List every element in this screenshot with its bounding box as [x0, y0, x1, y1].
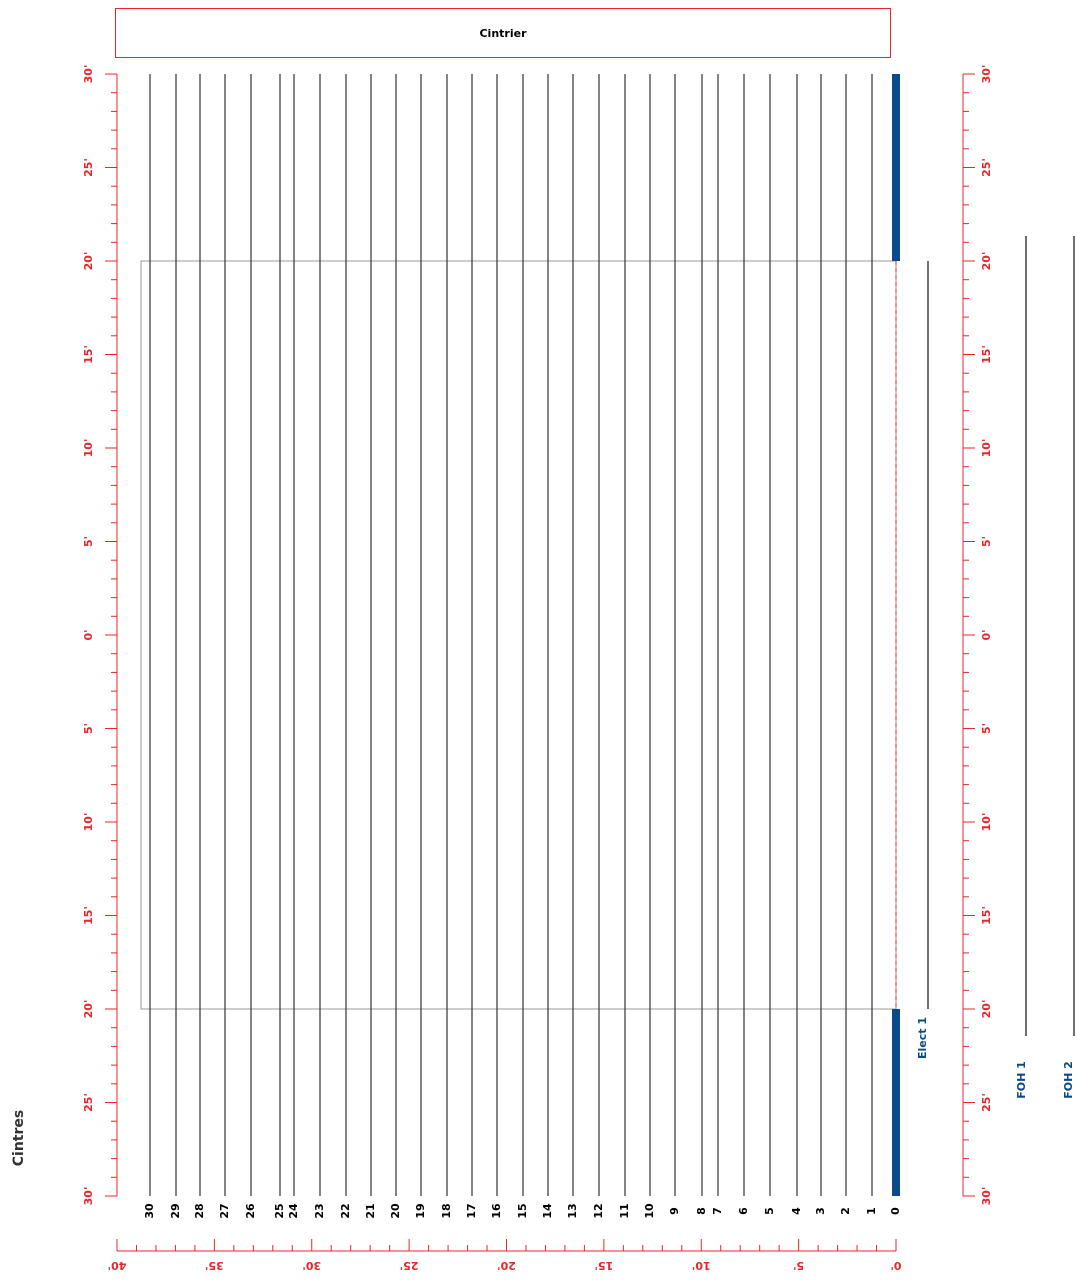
right-ruler-label: 15'	[980, 906, 993, 925]
lineset-label: 22	[339, 1203, 352, 1218]
stage-outline	[140, 260, 897, 1010]
left-ruler-label: 20'	[82, 1000, 95, 1019]
bottom-ruler-label: 25'	[400, 1259, 419, 1272]
lineset-label: 15	[516, 1203, 529, 1218]
left-ruler-label: 20'	[82, 252, 95, 271]
bottom-ruler-label: 15'	[595, 1259, 614, 1272]
lineset-label: 20	[389, 1203, 402, 1219]
bottom-ruler-label: 5'	[793, 1259, 804, 1272]
lineset-label: 13	[566, 1203, 579, 1218]
proscenium-wall	[892, 74, 900, 261]
lineset-label: 0	[889, 1207, 902, 1215]
lineset-label: 14	[541, 1203, 554, 1219]
lineset-label: 7	[711, 1207, 724, 1215]
right-ruler-label: 30'	[980, 65, 993, 84]
right-ruler-label: 10'	[980, 813, 993, 832]
bottom-ruler-label: 35'	[205, 1259, 224, 1272]
lineset-label: 19	[414, 1203, 427, 1218]
lineset-label: 24	[287, 1203, 300, 1219]
right-ruler-label: 25'	[980, 1093, 993, 1112]
lineset-label: 23	[313, 1203, 326, 1218]
lineset-label: 11	[618, 1203, 631, 1218]
lineset-label: 18	[440, 1203, 453, 1218]
right-ruler-label: 10'	[980, 439, 993, 458]
lineset-label: 27	[218, 1203, 231, 1218]
lineset-label: 17	[465, 1203, 478, 1218]
lineset-label: 9	[668, 1207, 681, 1215]
lineset-label: 8	[695, 1207, 708, 1215]
lineset-label: 5	[763, 1207, 776, 1215]
lineset-label: 16	[490, 1203, 503, 1219]
left-ruler-label: 0'	[82, 629, 95, 640]
bottom-ruler-label: 30'	[302, 1259, 321, 1272]
lineset-label: 28	[193, 1203, 206, 1218]
position-label: Elect 1	[916, 1017, 929, 1059]
right-ruler-label: 25'	[980, 158, 993, 177]
lineset-label: 1	[865, 1207, 878, 1215]
lineset-label: 21	[364, 1203, 377, 1218]
bottom-ruler-label: 10'	[692, 1259, 711, 1272]
right-ruler-label: 5'	[980, 536, 993, 547]
lineset-label: 29	[169, 1203, 182, 1218]
lineset-label: 4	[790, 1207, 803, 1215]
left-ruler-label: 15'	[82, 906, 95, 925]
left-ruler-label: 10'	[82, 813, 95, 832]
left-ruler-label: 30'	[82, 65, 95, 84]
right-ruler-label: 20'	[980, 1000, 993, 1019]
right-ruler-label: 0'	[980, 629, 993, 640]
left-ruler-label: 5'	[82, 723, 95, 734]
right-ruler-label: 20'	[980, 252, 993, 271]
left-ruler-label: 25'	[82, 158, 95, 177]
cintrier-header-box: Cintrier	[115, 8, 891, 58]
right-ruler-label: 15'	[980, 345, 993, 364]
position-label: FOH 2	[1062, 1061, 1075, 1099]
lineset-label: 25	[273, 1203, 286, 1218]
lineset-label: 12	[592, 1203, 605, 1218]
lineset-label: 2	[839, 1207, 852, 1215]
lineset-label: 10	[643, 1203, 656, 1219]
left-ruler-label: 10'	[82, 439, 95, 458]
lineset-label: 30	[143, 1203, 156, 1219]
cintrier-title: Cintrier	[479, 26, 527, 40]
lineset-label: 3	[814, 1207, 827, 1215]
bottom-ruler-label: 0'	[890, 1259, 901, 1272]
position-label: FOH 1	[1015, 1061, 1028, 1099]
lineset-label: 26	[244, 1203, 257, 1219]
lineset-label: 6	[737, 1207, 750, 1215]
left-ruler-label: 15'	[82, 345, 95, 364]
right-ruler-label: 5'	[980, 723, 993, 734]
bottom-ruler-label: 40'	[108, 1259, 127, 1272]
proscenium-wall	[892, 1009, 900, 1196]
left-ruler-label: 25'	[82, 1093, 95, 1112]
left-ruler-label: 30'	[82, 1187, 95, 1206]
right-ruler-label: 30'	[980, 1187, 993, 1206]
bottom-ruler-label: 20'	[497, 1259, 516, 1272]
left-ruler-label: 5'	[82, 536, 95, 547]
